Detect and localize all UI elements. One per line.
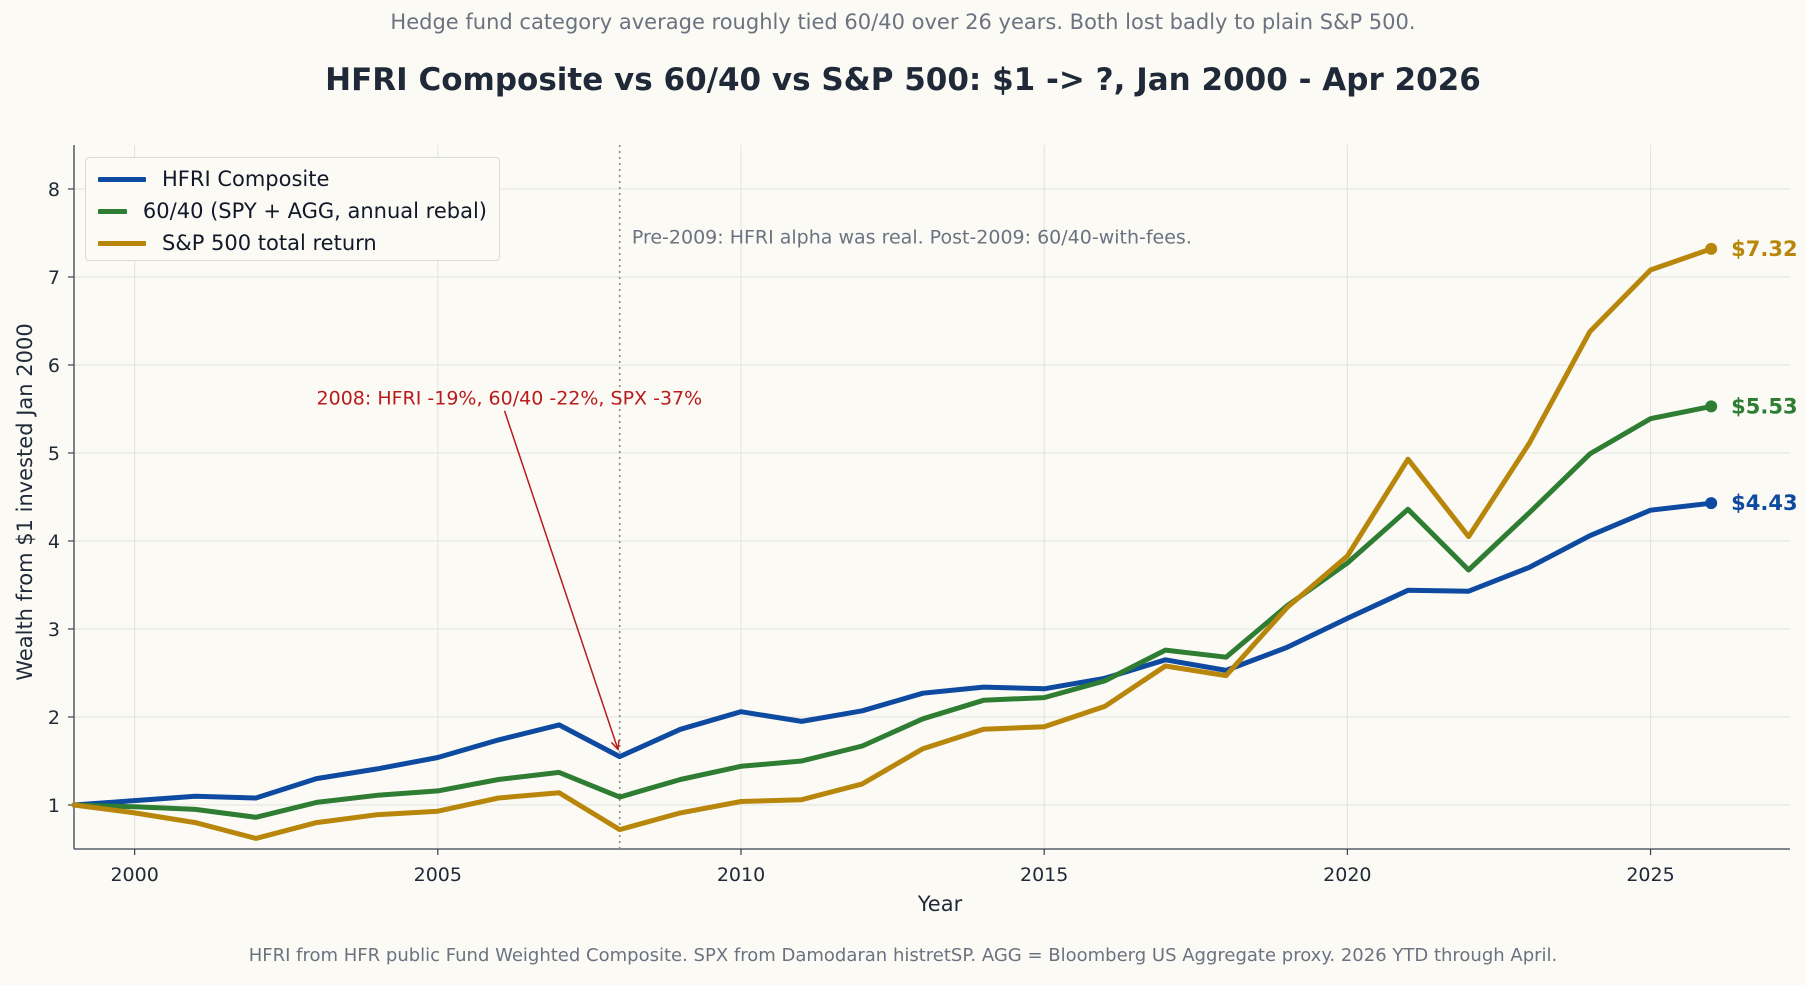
y-tick-label: 3: [48, 619, 60, 641]
legend-label: S&P 500 total return: [162, 231, 377, 255]
chart-footer-note: HFRI from HFR public Fund Weighted Compo…: [248, 945, 1558, 966]
y-tick-label: 6: [48, 355, 60, 377]
series-end-point-0: [1705, 497, 1718, 510]
y-axis-title: Wealth from $1 invested Jan 2000: [13, 323, 37, 680]
legend-item-1: 60/40 (SPY + AGG, annual rebal): [98, 195, 487, 227]
annotation-1: 2008: HFRI -19%, 60/40 -22%, SPX -37%: [317, 387, 703, 409]
y-tick-label: 5: [48, 443, 60, 465]
y-tick-label: 2: [48, 707, 60, 729]
x-tick-label: 2015: [1020, 864, 1068, 886]
x-tick-label: 2020: [1323, 864, 1371, 886]
chart-title: HFRI Composite vs 60/40 vs S&P 500: $1 -…: [325, 62, 1481, 98]
x-tick-label: 2005: [414, 864, 462, 886]
series-end-label-1: $5.53: [1731, 394, 1797, 418]
legend-swatch: [98, 240, 146, 246]
x-tick-label: 2000: [110, 864, 158, 886]
series-line-1: [71, 403, 1714, 820]
y-tick-label: 7: [48, 267, 60, 289]
y-tick-label: 4: [48, 531, 60, 553]
chart-subtitle: Hedge fund category average roughly tied…: [390, 10, 1416, 34]
legend-label: HFRI Composite: [162, 167, 330, 191]
series-end-point-1: [1705, 400, 1718, 413]
chart-legend: HFRI Composite 60/40 (SPY + AGG, annual r…: [85, 157, 500, 261]
x-tick-label: 2010: [717, 864, 765, 886]
legend-item-0: HFRI Composite: [98, 163, 487, 195]
legend-swatch: [98, 176, 146, 182]
series-end-label-0: $4.43: [1731, 491, 1797, 515]
x-axis-title: Year: [917, 892, 963, 916]
series-line-2: [71, 246, 1714, 841]
x-tick-label: 2025: [1626, 864, 1674, 886]
legend-swatch: [98, 208, 127, 214]
annotation-arrow: [503, 410, 618, 749]
series-end-label-2: $7.32: [1731, 237, 1797, 261]
y-tick-label: 1: [48, 795, 60, 817]
series-end-point-2: [1705, 242, 1718, 255]
y-tick-label: 8: [48, 179, 60, 201]
annotation-0: Pre-2009: HFRI alpha was real. Post-2009…: [632, 226, 1192, 248]
legend-item-2: S&P 500 total return: [98, 227, 487, 259]
series-line-0: [71, 500, 1714, 808]
legend-label: 60/40 (SPY + AGG, annual rebal): [142, 199, 487, 223]
